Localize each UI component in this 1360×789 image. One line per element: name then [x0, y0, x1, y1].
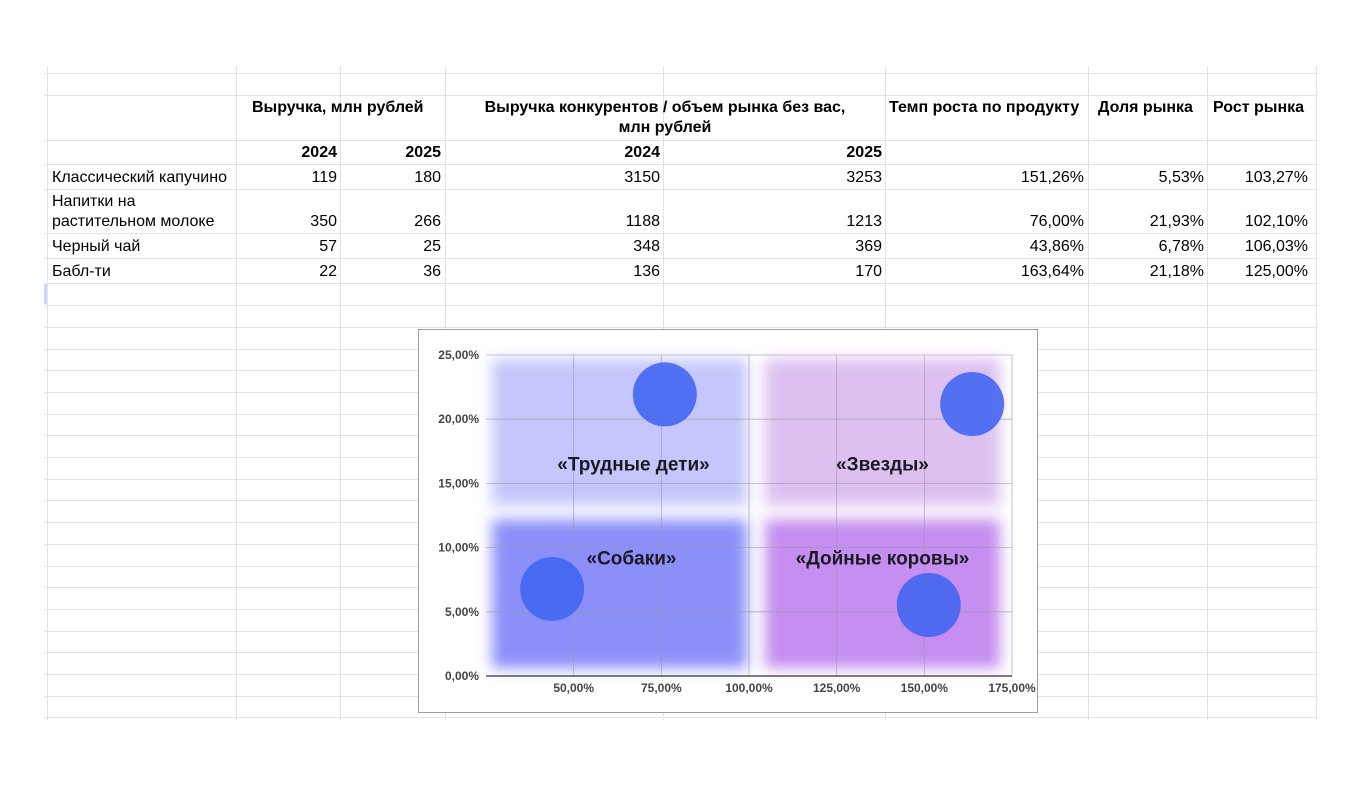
bcg-matrix-chart[interactable]: «Трудные дети» «Звезды» «Собаки» «Дойные ко… [418, 329, 1038, 713]
row-market-growth[interactable]: 125,00% [1244, 263, 1308, 280]
row-name[interactable]: Бабл-ти [52, 263, 111, 280]
y-tick-label: 25,00% [438, 348, 479, 362]
header-market-growth[interactable]: Рост рынка [1213, 99, 1305, 116]
selected-cell-indicator[interactable] [44, 284, 47, 304]
data-bubble [520, 556, 585, 621]
row-rev-2024[interactable]: 57 [319, 238, 337, 255]
header-growth-product[interactable]: Темп роста по продукту [889, 99, 1080, 116]
year-comp-2024[interactable]: 2024 [624, 144, 660, 161]
row-growth[interactable]: 151,26% [1020, 169, 1084, 186]
row-share[interactable]: 6,78% [1158, 238, 1204, 255]
grid-row-line [44, 233, 1318, 234]
x-tick-label: 125,00% [813, 681, 861, 695]
grid-column-line [47, 66, 48, 720]
quadrant-label-cash-cows: «Дойные коровы» [796, 549, 970, 570]
y-tick-label: 15,00% [438, 476, 479, 490]
header-revenue[interactable]: Выручка, млн рублей [252, 99, 424, 116]
row-comp-2024[interactable]: 348 [633, 238, 660, 255]
x-tick-label: 175,00% [988, 681, 1036, 695]
row-comp-2024[interactable]: 1188 [625, 213, 660, 230]
grid-row-line [44, 717, 1318, 718]
grid-row-line [44, 327, 1318, 328]
x-tick-label: 75,00% [641, 681, 682, 695]
header-competitors-line1[interactable]: Выручка конкурентов / объем рынка без ва… [484, 99, 846, 116]
row-comp-2025[interactable]: 170 [855, 263, 882, 280]
row-rev-2025[interactable]: 36 [423, 263, 441, 280]
row-rev-2025[interactable]: 25 [423, 238, 441, 255]
x-tick-label: 150,00% [901, 681, 949, 695]
grid-column-line [1088, 66, 1089, 720]
quadrant-label-question-marks: «Трудные дети» [557, 455, 709, 476]
x-tick-label: 50,00% [553, 681, 594, 695]
grid-row-line [44, 283, 1318, 284]
grid-row-line [44, 73, 1318, 74]
row-comp-2025[interactable]: 369 [855, 238, 882, 255]
year-rev-2024[interactable]: 2024 [301, 144, 337, 161]
year-rev-2025[interactable]: 2025 [405, 144, 441, 161]
grid-row-line [44, 305, 1318, 306]
year-comp-2025[interactable]: 2025 [846, 144, 882, 161]
row-market-growth[interactable]: 103,27% [1244, 169, 1308, 186]
grid-row-line [44, 140, 1318, 141]
x-tick-label: 100,00% [725, 681, 773, 695]
row-name[interactable]: Классический капучино [52, 169, 227, 186]
row-growth[interactable]: 163,64% [1020, 263, 1084, 280]
data-bubble [632, 362, 697, 427]
quadrant-label-stars: «Звезды» [836, 455, 929, 476]
grid-column-line [1207, 66, 1208, 720]
header-competitors-line2[interactable]: млн рублей [618, 119, 712, 136]
grid-row-line [44, 95, 1318, 96]
row-comp-2025[interactable]: 1213 [846, 213, 882, 230]
row-comp-2024[interactable]: 3150 [624, 169, 660, 186]
row-name[interactable]: Черный чай [52, 238, 141, 255]
grid-row-line [44, 189, 1318, 190]
grid-column-line [340, 66, 341, 720]
data-bubble [940, 372, 1005, 437]
row-market-growth[interactable]: 102,10% [1244, 213, 1308, 230]
row-comp-2024[interactable]: 136 [633, 263, 660, 280]
y-tick-label: 5,00% [445, 605, 479, 619]
row-share[interactable]: 5,53% [1158, 169, 1204, 186]
quadrant-question-marks [492, 359, 747, 506]
chart-canvas: «Трудные дети» «Звезды» «Собаки» «Дойные ко… [438, 348, 1036, 695]
row-rev-2025[interactable]: 266 [414, 213, 441, 230]
row-rev-2024[interactable]: 119 [311, 169, 337, 186]
header-market-share[interactable]: Доля рынка [1098, 99, 1193, 116]
row-rev-2024[interactable]: 350 [310, 213, 337, 230]
row-share[interactable]: 21,18% [1149, 263, 1204, 280]
grid-column-line [1316, 66, 1317, 720]
row-rev-2025[interactable]: 180 [414, 169, 441, 186]
grid-row-line [44, 258, 1318, 259]
row-name-line2[interactable]: растительном молоке [52, 213, 215, 230]
row-share[interactable]: 21,93% [1149, 213, 1204, 230]
y-tick-label: 10,00% [438, 541, 479, 555]
row-comp-2025[interactable]: 3253 [846, 169, 882, 186]
row-growth[interactable]: 43,86% [1029, 238, 1084, 255]
quadrant-cash-cows [765, 519, 1000, 668]
grid-column-line [236, 66, 237, 720]
row-rev-2024[interactable]: 22 [319, 263, 337, 280]
y-tick-label: 20,00% [438, 412, 479, 426]
data-bubble [896, 572, 961, 637]
row-market-growth[interactable]: 106,03% [1244, 238, 1308, 255]
row-name[interactable]: Напитки на [52, 193, 136, 210]
quadrant-label-dogs: «Собаки» [587, 549, 677, 570]
row-growth[interactable]: 76,00% [1029, 213, 1084, 230]
y-tick-label: 0,00% [445, 669, 479, 683]
grid-row-line [44, 164, 1318, 165]
